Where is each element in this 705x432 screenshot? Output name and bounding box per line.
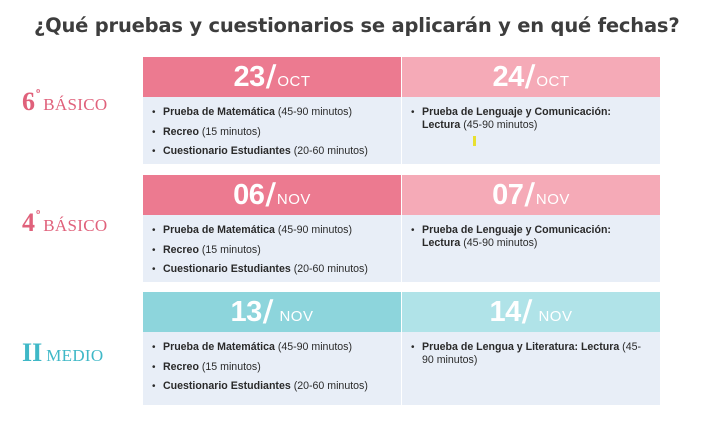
test-item: Prueba de Lenguaje y Comunicación: Lectu… [410, 106, 652, 132]
date-day: 13 [230, 296, 263, 328]
date-header: 23/OCT [143, 57, 401, 97]
grade-label-4-basico: 4ºBÁSICO [22, 207, 142, 238]
date-day: 06 [233, 179, 265, 211]
tests-list-box: Prueba de Matemática (45-90 minutos) Rec… [143, 97, 401, 164]
date-card-6-basico-day2: 24/OCT Prueba de Lenguaje y Comunicación… [402, 57, 660, 164]
date-card-4-basico-day1: 06/NOV Prueba de Matemática (45-90 minut… [143, 175, 401, 282]
grade-number: 6 [22, 87, 35, 116]
date-card-4-basico-day2: 07/NOV Prueba de Lenguaje y Comunicación… [402, 175, 660, 282]
grade-number: 4 [22, 208, 35, 237]
grade-ordinal: º [36, 86, 41, 101]
test-item: Prueba de Matemática (45-90 minutos) [151, 338, 401, 358]
highlight-mark [473, 136, 476, 146]
date-month: NOV [279, 308, 314, 325]
tests-list-box: Prueba de Matemática (45-90 minutos) Rec… [143, 215, 401, 282]
date-month: NOV [535, 191, 570, 208]
test-item: Cuestionario Estudiantes (20-60 minutos) [151, 142, 401, 162]
test-item: Cuestionario Estudiantes (20-60 minutos) [151, 377, 401, 397]
date-day: 23 [233, 61, 265, 93]
date-month: OCT [536, 73, 570, 90]
grade-ordinal: º [36, 207, 41, 222]
tests-list-box: Prueba de Matemática (45-90 minutos) Rec… [143, 332, 401, 405]
test-item: Cuestionario Estudiantes (20-60 minutos) [151, 260, 401, 280]
grade-label-ii-medio: II MEDIO [22, 337, 142, 368]
date-card-6-basico-day1: 23/OCT Prueba de Matemática (45-90 minut… [143, 57, 401, 164]
tests-list-box: Prueba de Lengua y Literatura: Lectura (… [402, 332, 660, 405]
date-header: 06/NOV [143, 175, 401, 215]
date-day: 07 [492, 179, 524, 211]
date-day: 14 [489, 296, 522, 328]
date-header: 13/ NOV [143, 292, 401, 332]
grade-level: BÁSICO [43, 95, 108, 114]
test-item: Prueba de Matemática (45-90 minutos) [151, 103, 401, 123]
test-item: Prueba de Matemática (45-90 minutos) [151, 221, 401, 241]
date-header: 07/NOV [402, 175, 660, 215]
tests-list-box: Prueba de Lenguaje y Comunicación: Lectu… [402, 215, 660, 282]
grade-level: MEDIO [46, 346, 104, 365]
test-item: Prueba de Lengua y Literatura: Lectura (… [410, 341, 652, 367]
tests-list-box: Prueba de Lenguaje y Comunicación: Lectu… [402, 97, 660, 164]
test-item: Recreo (15 minutos) [151, 241, 401, 261]
date-month: NOV [538, 308, 573, 325]
date-month: OCT [277, 73, 311, 90]
test-item: Prueba de Lenguaje y Comunicación: Lectu… [410, 224, 652, 250]
date-header: 24/OCT [402, 57, 660, 97]
test-item: Recreo (15 minutos) [151, 123, 401, 143]
date-day: 24 [492, 61, 524, 93]
date-header: 14/ NOV [402, 292, 660, 332]
page-title: ¿Qué pruebas y cuestionarios se aplicará… [34, 14, 680, 37]
date-card-ii-medio-day2: 14/ NOV Prueba de Lengua y Literatura: L… [402, 292, 660, 405]
grade-label-6-basico: 6ºBÁSICO [22, 86, 142, 117]
date-card-ii-medio-day1: 13/ NOV Prueba de Matemática (45-90 minu… [143, 292, 401, 405]
grade-number: II [22, 338, 43, 367]
test-item: Recreo (15 minutos) [151, 358, 401, 378]
date-month: NOV [276, 191, 311, 208]
grade-level: BÁSICO [43, 216, 108, 235]
